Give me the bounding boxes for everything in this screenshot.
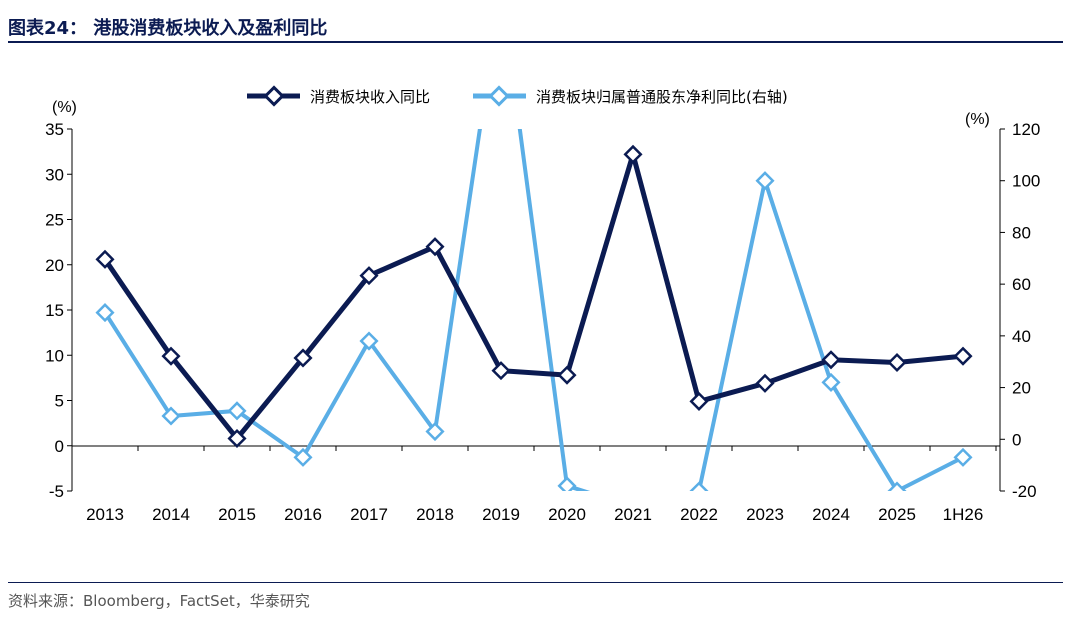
x-tick-label: 2015: [218, 505, 256, 524]
right-tick-label: 40: [1012, 327, 1031, 346]
data-point-revenue: [623, 144, 643, 164]
legend-marker-profit: [488, 85, 510, 107]
x-tick-label: 2025: [878, 505, 916, 524]
x-tick-label: 2017: [350, 505, 388, 524]
left-tick-label: 20: [45, 256, 64, 275]
data-point-revenue: [755, 373, 775, 393]
x-tick-label: 2019: [482, 505, 520, 524]
legend-entry-revenue: 消费板块收入同比: [247, 85, 430, 107]
data-point-profit: [95, 303, 115, 323]
x-tick-label: 2016: [284, 505, 322, 524]
legend-label-revenue: 消费板块收入同比: [310, 88, 430, 106]
x-tick-label: 2018: [416, 505, 454, 524]
right-tick-label: 0: [1012, 430, 1021, 449]
data-point-profit: [227, 401, 247, 421]
left-axis-ticks: -5 0 5 10 15 20 25 30 35: [45, 120, 72, 501]
data-point-revenue: [491, 361, 511, 381]
right-axis-unit: (%): [965, 111, 990, 128]
right-axis-ticks: -20 0 20 40 60 80 100 120: [1000, 120, 1040, 501]
figure-title: 图表24： 港股消费板块收入及盈利同比: [8, 18, 328, 39]
series-line-revenue: [102, 145, 964, 443]
title-divider: [8, 41, 1063, 43]
series-line-profit: [103, 129, 964, 491]
legend-marker-revenue: [263, 85, 285, 107]
x-tick-label: 2022: [680, 505, 718, 524]
right-tick-label: 100: [1012, 172, 1040, 191]
left-tick-label: 5: [55, 392, 64, 411]
data-point-profit: [821, 372, 841, 392]
line-chart: 消费板块收入同比 消费板块归属普通股东净利同比(右轴) (%) (%) -5 0 5…: [45, 85, 1040, 524]
data-point-revenue: [161, 346, 181, 366]
x-tick-label: 2023: [746, 505, 784, 524]
data-point-profit: [161, 406, 181, 426]
right-tick-label: -20: [1012, 482, 1037, 501]
data-point-profit: [359, 331, 379, 351]
legend-label-profit: 消费板块归属普通股东净利同比(右轴): [536, 88, 788, 106]
left-tick-label: 35: [45, 120, 64, 139]
data-point-revenue: [821, 350, 841, 370]
data-point-profit: [557, 476, 577, 491]
x-tick-label: 2021: [614, 505, 652, 524]
data-point-profit: [293, 447, 313, 467]
data-point-profit: [887, 481, 907, 491]
data-point-revenue: [425, 237, 445, 257]
x-tick-label: 1H26: [943, 505, 984, 524]
series-lines: [102, 129, 964, 491]
data-point-profit: [755, 171, 775, 191]
source-divider: [8, 582, 1063, 583]
left-tick-label: -5: [49, 482, 64, 501]
right-tick-label: 80: [1012, 223, 1031, 242]
data-point-revenue: [887, 352, 907, 373]
left-tick-label: 15: [45, 301, 64, 320]
legend-entry-profit: 消费板块归属普通股东净利同比(右轴): [473, 85, 788, 107]
right-tick-label: 20: [1012, 379, 1031, 398]
left-tick-label: 0: [55, 437, 64, 456]
data-point-profit: [689, 481, 709, 491]
left-tick-label: 30: [45, 165, 64, 184]
right-tick-label: 60: [1012, 275, 1031, 294]
data-point-profit: [953, 447, 973, 467]
x-axis-ticks: 2013 2014 2015 2016 2017 2018 2019 2020 2021 2022…: [86, 446, 997, 524]
x-tick-label: 2024: [812, 505, 850, 524]
left-tick-label: 25: [45, 211, 64, 230]
right-tick-label: 120: [1012, 120, 1040, 139]
data-point-revenue: [359, 266, 379, 286]
series-markers: [95, 144, 973, 491]
legend: 消费板块收入同比 消费板块归属普通股东净利同比(右轴): [247, 85, 788, 107]
data-point-revenue: [227, 428, 247, 449]
data-point-revenue: [95, 249, 115, 269]
source-note: 资料来源：Bloomberg，FactSet，华泰研究: [8, 592, 310, 610]
left-tick-label: 10: [45, 346, 64, 365]
data-point-revenue: [689, 391, 709, 411]
data-point-revenue: [293, 348, 313, 368]
x-tick-label: 2014: [152, 505, 190, 524]
x-tick-label: 2013: [86, 505, 124, 524]
x-tick-label: 2020: [548, 505, 586, 524]
data-point-profit: [425, 421, 445, 442]
data-point-revenue: [557, 365, 577, 385]
left-axis-unit: (%): [52, 99, 77, 116]
data-point-revenue: [953, 346, 973, 366]
